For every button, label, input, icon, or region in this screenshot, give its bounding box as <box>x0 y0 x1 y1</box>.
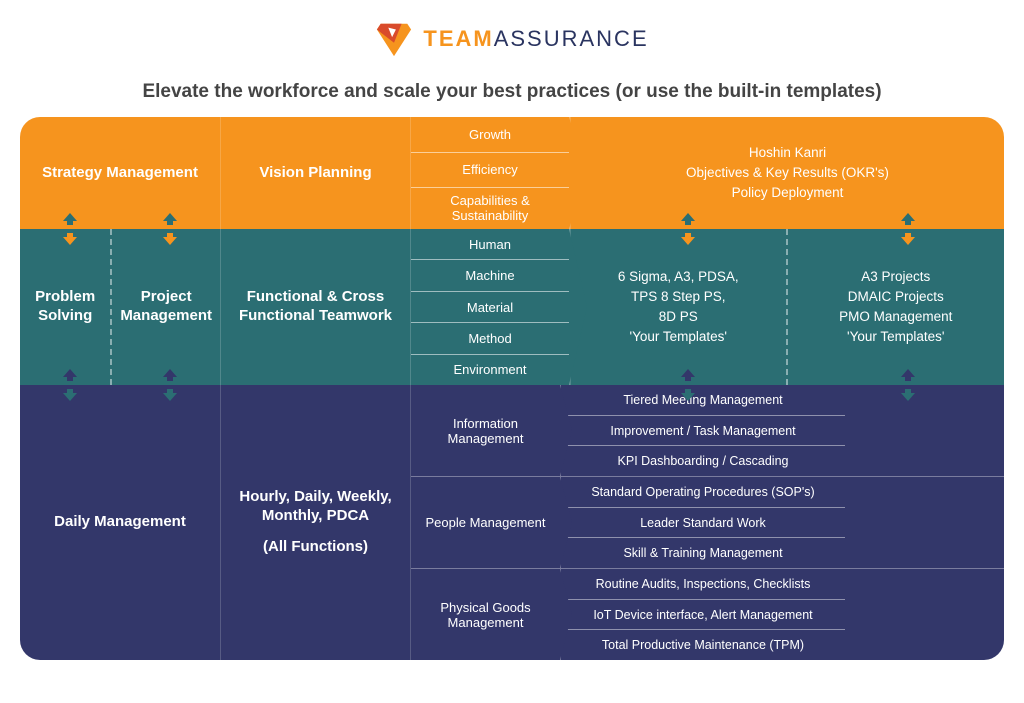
list-item: Material <box>411 292 569 323</box>
row-strategy: Strategy Management Vision Planning Grow… <box>20 117 1004 229</box>
vision-planning-cell: Vision Planning <box>220 117 410 229</box>
pdca-line2: (All Functions) <box>231 538 400 557</box>
project-methods: A3 Projects DMAIC Projects PMO Managemen… <box>788 229 1005 385</box>
framework-diagram: Strategy Management Vision Planning Grow… <box>20 117 1004 660</box>
method-item: TPS 8 Step PS, <box>618 287 739 307</box>
management-items: Routine Audits, Inspections, ChecklistsI… <box>561 569 845 660</box>
problem-project-cell: Problem Solving Project Management <box>20 229 220 385</box>
strategy-methods-cell: Hoshin Kanri Objectives & Key Results (O… <box>570 117 1004 229</box>
list-item: Growth <box>411 117 569 153</box>
daily-management-cell: Daily Management <box>20 385 220 660</box>
method-item: 6 Sigma, A3, PDSA, <box>618 267 739 287</box>
categories-5m-cell: Human Machine Material Method Environmen… <box>410 229 570 385</box>
management-block: People ManagementStandard Operating Proc… <box>411 477 1004 569</box>
management-label: Physical Goods Management <box>411 569 561 660</box>
management-block: Information ManagementTiered Meeting Man… <box>411 385 1004 477</box>
teamwork-cell: Functional & Cross Functional Teamwork <box>220 229 410 385</box>
row-daily: Daily Management Hourly, Daily, Weekly, … <box>20 385 1004 660</box>
teamwork-label: Functional & Cross Functional Teamwork <box>231 288 400 326</box>
strategy-management-cell: Strategy Management <box>20 117 220 229</box>
logo: TEAMASSURANCE <box>375 20 648 58</box>
project-management-cell: Project Management <box>112 229 220 385</box>
management-blocks: Information ManagementTiered Meeting Man… <box>410 385 1004 660</box>
problem-solving-cell: Problem Solving <box>20 229 112 385</box>
management-items: Standard Operating Procedures (SOP's)Lea… <box>561 477 845 568</box>
method-item: DMAIC Projects <box>839 287 952 307</box>
logo-text: TEAMASSURANCE <box>423 26 648 52</box>
methods-split-cell: 6 Sigma, A3, PDSA, TPS 8 Step PS, 8D PS … <box>570 229 1004 385</box>
method-item: PMO Management <box>839 307 952 327</box>
management-block: Physical Goods ManagementRoutine Audits,… <box>411 569 1004 660</box>
pdca-cell: Hourly, Daily, Weekly, Monthly, PDCA (Al… <box>220 385 410 660</box>
management-item: Routine Audits, Inspections, Checklists <box>561 569 845 600</box>
management-item: IoT Device interface, Alert Management <box>561 600 845 631</box>
management-item: KPI Dashboarding / Cascading <box>561 446 845 476</box>
list-item: Human <box>411 229 569 260</box>
problem-solving-methods: 6 Sigma, A3, PDSA, TPS 8 Step PS, 8D PS … <box>571 229 788 385</box>
logo-area: TEAMASSURANCE <box>20 20 1004 63</box>
chevron-icon <box>560 477 572 568</box>
daily-management-label: Daily Management <box>54 513 186 532</box>
pdca-line1: Hourly, Daily, Weekly, Monthly, PDCA <box>231 488 400 526</box>
method-item: 'Your Templates' <box>618 327 739 347</box>
management-label: Information Management <box>411 385 561 476</box>
vision-categories-cell: Growth Efficiency Capabilities & Sustain… <box>410 117 570 229</box>
chevron-icon <box>569 229 587 385</box>
logo-mark-icon <box>375 20 413 58</box>
vision-planning-label: Vision Planning <box>259 164 371 183</box>
list-item: Efficiency <box>411 153 569 189</box>
list-item: Machine <box>411 260 569 291</box>
management-label: People Management <box>411 477 561 568</box>
logo-team: TEAM <box>423 26 493 51</box>
management-item: Standard Operating Procedures (SOP's) <box>561 477 845 508</box>
list-item: Method <box>411 323 569 354</box>
chevron-icon <box>560 569 572 660</box>
management-item: Skill & Training Management <box>561 538 845 568</box>
management-item: Tiered Meeting Management <box>561 385 845 416</box>
method-item: A3 Projects <box>839 267 952 287</box>
management-item: Total Productive Maintenance (TPM) <box>561 630 845 660</box>
chevron-icon <box>569 117 587 229</box>
method-item: Objectives & Key Results (OKR's) <box>686 163 889 183</box>
method-item: Hoshin Kanri <box>686 143 889 163</box>
management-items: Tiered Meeting ManagementImprovement / T… <box>561 385 845 476</box>
problem-solving-label: Problem Solving <box>28 288 102 326</box>
method-item: Policy Deployment <box>686 183 889 203</box>
list-item: Environment <box>411 355 569 385</box>
list-item: Capabilities & Sustainability <box>411 188 569 229</box>
subtitle: Elevate the workforce and scale your bes… <box>20 81 1004 103</box>
chevron-icon <box>560 385 572 476</box>
logo-assurance: ASSURANCE <box>494 26 649 51</box>
row-functional: Problem Solving Project Management Funct… <box>20 229 1004 385</box>
project-management-label: Project Management <box>120 288 212 326</box>
method-item: 'Your Templates' <box>839 327 952 347</box>
method-item: 8D PS <box>618 307 739 327</box>
management-item: Leader Standard Work <box>561 508 845 539</box>
management-item: Improvement / Task Management <box>561 416 845 447</box>
strategy-management-label: Strategy Management <box>42 164 198 183</box>
